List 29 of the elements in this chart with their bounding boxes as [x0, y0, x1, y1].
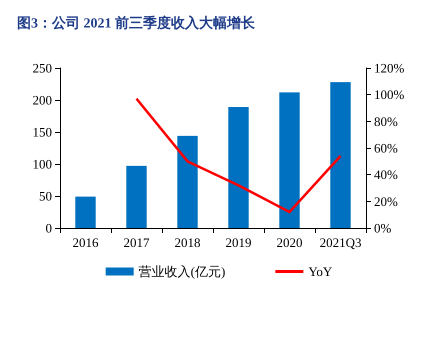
- bar: [126, 166, 147, 228]
- legend-label: YoY: [308, 264, 333, 279]
- y2-tick-label: 40%: [374, 167, 398, 182]
- y-tick-label: 100: [32, 156, 52, 172]
- bar: [279, 92, 300, 228]
- y2-tick-label: 100%: [374, 87, 404, 102]
- y2-tick-label: 120%: [374, 60, 404, 76]
- x-tick-label: 2020: [276, 235, 302, 250]
- y-tick-label: 0: [46, 220, 52, 236]
- y2-tick-label: 0%: [374, 220, 392, 236]
- y-tick-label: 150: [32, 124, 52, 140]
- bar: [330, 82, 351, 228]
- bar: [228, 107, 249, 228]
- x-tick-label: 2017: [124, 235, 150, 250]
- y-tick-label: 50: [39, 188, 52, 204]
- y2-tick-label: 80%: [374, 114, 398, 129]
- bar: [75, 196, 96, 228]
- x-tick-label: 2021Q3: [320, 235, 362, 250]
- y-tick-label: 250: [32, 60, 52, 76]
- x-tick-label: 2018: [174, 235, 200, 250]
- chart-title: 图3：公司 2021 前三季度收入大幅增长: [17, 14, 256, 32]
- y-tick-label: 200: [32, 92, 52, 108]
- bar: [177, 136, 198, 228]
- y2-tick-label: 60%: [374, 140, 398, 156]
- x-tick-label: 2019: [226, 235, 252, 250]
- line-series: [135, 97, 342, 214]
- y2-tick-label: 20%: [374, 194, 398, 209]
- x-tick-label: 2016: [72, 235, 99, 250]
- legend-label: 营业收入(亿元): [138, 264, 226, 279]
